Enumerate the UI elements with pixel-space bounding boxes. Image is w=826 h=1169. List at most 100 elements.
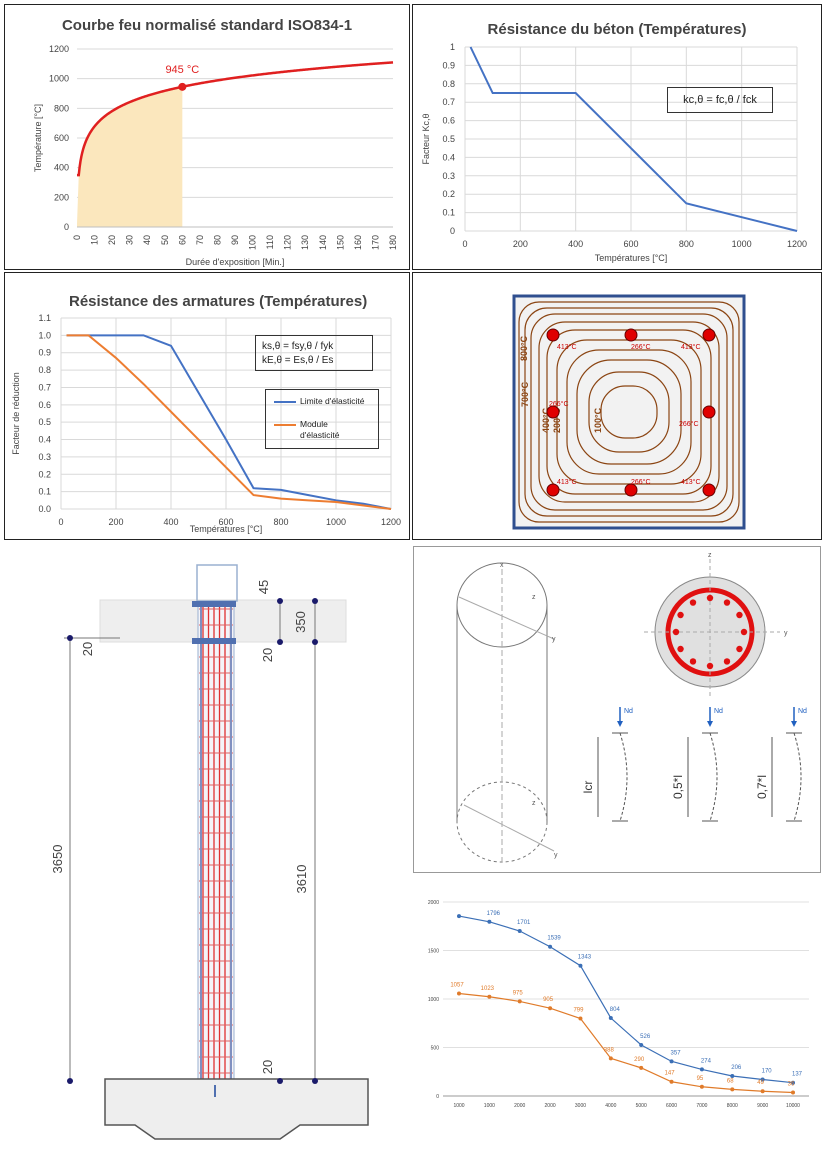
data-label: 1343	[578, 955, 592, 961]
x-tick-label: 600	[218, 517, 233, 527]
x-tick-label: 40	[142, 235, 152, 245]
data-point	[487, 919, 492, 924]
section-rebar	[736, 645, 743, 653]
data-point	[699, 1084, 704, 1089]
y-tick-label: 0.7	[442, 97, 455, 107]
rebar-dot	[546, 328, 560, 342]
steel-resistance-plot: 0.0 0.1 0.2 0.3 0.4 0.5 0.6 0.7 0.8 0.9 1.0 1.1 0 200…	[11, 313, 401, 534]
y-tick-label: 0.2	[442, 189, 455, 199]
steel-resistance-chart: Résistance des armatures (Températures) …	[4, 272, 410, 540]
x-tick-label: 0	[72, 235, 82, 240]
rebar-dot	[624, 328, 638, 342]
section-rebar	[672, 628, 680, 636]
temperature-label: 266°C	[631, 478, 651, 486]
y-tick-label: 0.9	[442, 60, 455, 70]
y-tick-label: 0.6	[442, 116, 455, 126]
data-label: 170	[762, 1069, 773, 1075]
data-label: 1057	[450, 982, 464, 988]
dim-node	[277, 1078, 283, 1084]
highlight-point	[178, 82, 187, 91]
x-tick-label: 90	[230, 235, 240, 245]
x-axis-label: Durée d'exposition [Min.]	[186, 257, 285, 267]
x-tick-label: 1200	[787, 239, 807, 249]
y-tick-label: 600	[54, 133, 69, 143]
x-tick-label: 30	[125, 235, 135, 245]
data-point	[760, 1089, 765, 1094]
x-tick-label: 200	[513, 239, 528, 249]
section-rebar	[706, 594, 714, 602]
data-label: 95	[697, 1076, 704, 1082]
rebar-dot	[702, 483, 716, 497]
rebar-dot	[702, 328, 716, 342]
y-tick-label: 0	[64, 222, 69, 232]
y-tick-label: 0.8	[38, 365, 51, 375]
series-line	[458, 992, 794, 1094]
data-point	[578, 963, 583, 968]
y-tick-label: 0.8	[442, 79, 455, 89]
x-tick-label: 1000	[732, 239, 752, 249]
x-tick-label: 100	[248, 235, 258, 250]
y-tick-label: 500	[431, 1046, 440, 1052]
dim-node	[277, 639, 283, 645]
temperature-label: 413°C	[681, 478, 701, 486]
y-tick-label: 1000	[428, 997, 439, 1003]
y-tick-label: 0.7	[38, 382, 51, 392]
buckled-shape	[793, 732, 802, 822]
x-tick-label: 10	[90, 235, 100, 245]
data-point	[457, 991, 461, 996]
chart-title: Résistance du béton (Températures)	[487, 21, 747, 38]
data-label: 49	[757, 1080, 764, 1086]
x-tick-label: 1000	[453, 1103, 464, 1109]
y-tick-label: 0.3	[38, 452, 51, 462]
section-rebar	[677, 611, 684, 619]
load-plot: 0 500 1000 1500 2000 1000 1000 2000 2000 3000 4000…	[428, 900, 809, 1109]
y-axis-label: Température [°C]	[33, 104, 43, 172]
data-point	[760, 1077, 765, 1082]
x-tick-label: 400	[568, 239, 583, 249]
concrete-resistance-plot: 0 0.1 0.2 0.3 0.4 0.5 0.6 0.7 0.8 0.9 1 0 200 400 600 8…	[421, 42, 807, 263]
contour-label: 700°C	[520, 381, 530, 407]
contour-line	[576, 359, 682, 465]
y-tick-label: 2000	[428, 900, 439, 906]
dim-node	[67, 1078, 73, 1084]
x-tick-label: 8000	[727, 1103, 738, 1109]
data-label: 1023	[481, 986, 495, 992]
data-label: 274	[701, 1058, 712, 1064]
section-rebar	[740, 628, 748, 636]
x-tick-label: 0	[58, 517, 63, 527]
y-tick-label: 0.9	[38, 348, 51, 358]
data-label: 804	[610, 1007, 621, 1013]
data-point	[548, 944, 553, 949]
fire-curve-chart: Courbe feu normalisé standard ISO834-1 0…	[4, 4, 410, 270]
rebar-dot	[546, 483, 560, 497]
data-point	[548, 1006, 553, 1011]
y-tick-label: 0.4	[38, 435, 51, 445]
data-label: 905	[543, 997, 554, 1003]
dim-45: 45	[256, 580, 271, 594]
x-tick-label: 150	[335, 235, 345, 250]
dim-20: 20	[260, 648, 275, 662]
data-point	[578, 1016, 583, 1021]
y-axis-label: Facteur de réduction	[11, 372, 21, 455]
contour-label: 400°C	[541, 407, 551, 433]
x-axis-label: Températures [°C]	[190, 524, 263, 534]
x-tick-label: 2000	[545, 1103, 556, 1109]
x-tick-label: 160	[353, 235, 363, 250]
y-tick-label: 0.3	[442, 171, 455, 181]
x-tick-label: 170	[370, 235, 380, 250]
y-axis-label: Facteur Kc,θ	[421, 113, 431, 164]
y-tick-label: 0	[436, 1094, 439, 1100]
y-tick-label: 0.4	[442, 152, 455, 162]
rebar-dot	[624, 483, 638, 497]
data-point	[639, 1042, 644, 1047]
data-label: 137	[792, 1072, 803, 1078]
x-tick-label: 800	[273, 517, 288, 527]
data-point	[608, 1056, 613, 1061]
data-point	[608, 1016, 613, 1021]
section-rebar	[689, 658, 697, 665]
x-tick-label: 60	[177, 235, 187, 245]
rebar-dot	[702, 405, 716, 419]
dim-node	[277, 598, 283, 604]
load-label: Nd	[798, 708, 807, 715]
data-label: 1539	[547, 936, 561, 942]
